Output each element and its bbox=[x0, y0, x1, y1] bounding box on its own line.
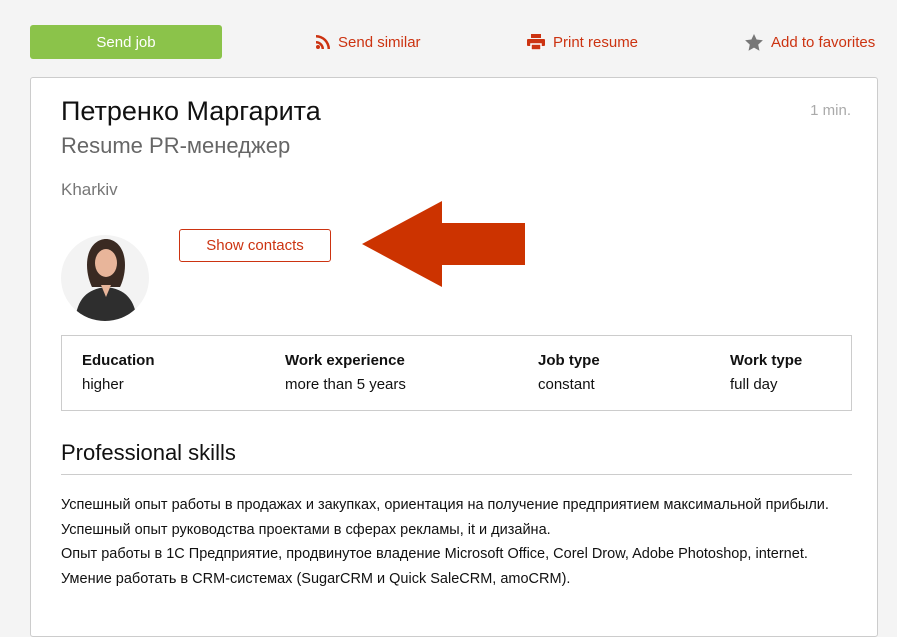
avatar bbox=[61, 235, 149, 321]
send-similar-label: Send similar bbox=[338, 33, 421, 51]
star-icon bbox=[745, 33, 763, 51]
send-similar-link[interactable]: Send similar bbox=[316, 25, 421, 59]
send-job-button[interactable]: Send job bbox=[30, 25, 222, 59]
info-value: full day bbox=[730, 376, 778, 393]
info-education: Education higher bbox=[82, 352, 155, 393]
city: Kharkiv bbox=[61, 180, 118, 199]
candidate-name: Петренко Маргарита bbox=[61, 96, 321, 126]
toolbar: Send job Send similar Print resume Add t… bbox=[30, 25, 897, 59]
info-work-experience: Work experience more than 5 years bbox=[285, 352, 406, 393]
skills-text: Успешный опыт работы в продажах и закупк… bbox=[61, 493, 829, 591]
skill-line: Опыт работы в 1С Предприятие, продвинуто… bbox=[61, 546, 808, 562]
skill-line: Успешный опыт руководства проектами в сф… bbox=[61, 521, 551, 538]
info-label: Work experience bbox=[285, 352, 405, 369]
info-value: more than 5 years bbox=[285, 376, 406, 393]
info-label: Work type bbox=[730, 352, 803, 369]
skill-line: Умение работать в CRM-системах (SugarCRM… bbox=[61, 570, 571, 587]
skills-heading: Professional skills bbox=[61, 440, 852, 475]
add-favorites-label: Add to favorites bbox=[771, 33, 876, 51]
red-arrow-annotation bbox=[362, 201, 525, 287]
info-work-type: Work type full day bbox=[730, 352, 802, 393]
rss-icon bbox=[316, 35, 330, 49]
info-label: Education bbox=[82, 352, 155, 369]
info-job-type: Job type constant bbox=[538, 352, 600, 393]
posted-time: 1 min. bbox=[810, 102, 851, 119]
show-contacts-button[interactable]: Show contacts bbox=[179, 229, 331, 262]
skill-line: Успешный опыт работы в продажах и закупк… bbox=[61, 497, 829, 513]
print-resume-label: Print resume bbox=[553, 33, 639, 51]
info-value: constant bbox=[538, 376, 595, 393]
resume-title: Resume PR-менеджер bbox=[61, 133, 291, 158]
print-resume-link[interactable]: Print resume bbox=[527, 25, 638, 59]
info-label: Job type bbox=[538, 352, 600, 369]
resume-card: Петренко Маргарита 1 min. Resume PR-мене… bbox=[30, 77, 878, 637]
info-table: Education higher Work experience more than… bbox=[61, 335, 852, 411]
add-favorites-link[interactable]: Add to favorites bbox=[745, 25, 875, 59]
printer-icon bbox=[527, 34, 545, 50]
info-value: higher bbox=[82, 376, 124, 393]
